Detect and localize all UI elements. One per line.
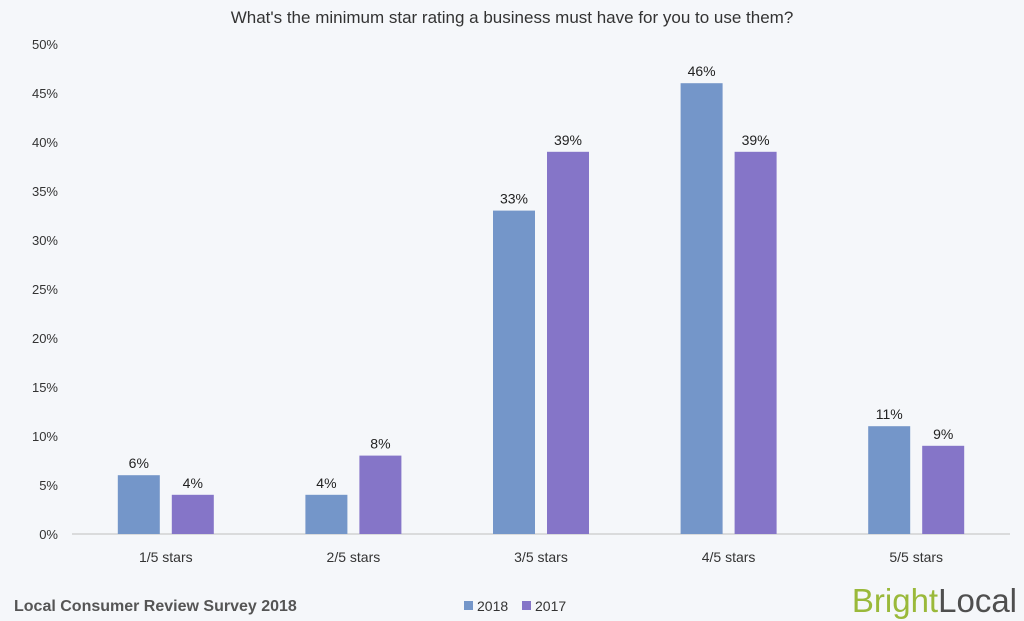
logo-bright: Bright <box>852 582 938 619</box>
legend-swatch-2018 <box>464 601 473 610</box>
logo-local: Local <box>938 582 1017 619</box>
bar-2018-3 <box>493 210 535 534</box>
y-tick-label: 5% <box>39 478 58 493</box>
x-category-label: 5/5 stars <box>889 549 943 565</box>
data-label-2018-2: 4% <box>316 475 336 491</box>
data-label-2017-3: 39% <box>554 132 582 148</box>
x-category-label: 1/5 stars <box>139 549 193 565</box>
data-label-2017-4: 39% <box>742 132 770 148</box>
y-tick-label: 40% <box>32 135 58 150</box>
survey-caption: Local Consumer Review Survey 2018 <box>14 598 297 615</box>
bar-2017-3 <box>547 151 589 535</box>
data-label-2018-5: 11% <box>876 406 903 422</box>
bar-2018-2 <box>305 494 348 534</box>
bar-2017-4 <box>734 151 777 535</box>
x-category-label: 3/5 stars <box>514 549 568 565</box>
svg-text:BrightLocal: BrightLocal <box>852 582 1017 619</box>
y-tick-label: 0% <box>39 527 58 542</box>
x-category-label: 4/5 stars <box>702 549 756 565</box>
y-tick-label: 15% <box>32 380 58 395</box>
x-category-label: 2/5 stars <box>327 549 381 565</box>
y-tick-label: 10% <box>32 429 58 444</box>
legend-swatch-2017 <box>522 601 531 610</box>
y-tick-label: 20% <box>32 331 58 346</box>
data-label-2018-1: 6% <box>129 455 149 471</box>
y-axis: 0% 5% 10% 15% 20% 25% 30% 35% 40% 45% 50% <box>32 37 58 542</box>
brightlocal-logo: BrightLocal <box>852 582 1017 619</box>
data-label-2018-4: 46% <box>688 63 716 79</box>
data-label-2018-3: 33% <box>500 191 528 207</box>
chart-title: What's the minimum star rating a busines… <box>231 8 794 27</box>
legend: 2018 2017 <box>464 598 566 614</box>
bars-group: 6% 4% 4% 8% 33% 39% 46% 39% 11% 9% <box>117 63 965 535</box>
legend-label-2017: 2017 <box>535 598 566 614</box>
data-label-2017-5: 9% <box>933 426 953 442</box>
y-tick-label: 50% <box>32 37 58 52</box>
y-tick-label: 45% <box>32 86 58 101</box>
bar-2018-4 <box>680 83 723 534</box>
data-label-2017-1: 4% <box>183 475 203 491</box>
y-tick-label: 25% <box>32 282 58 297</box>
bar-2018-5 <box>868 426 911 534</box>
category-labels: 1/5 stars 2/5 stars 3/5 stars 4/5 stars 5/5 … <box>139 549 943 565</box>
bar-2017-1 <box>171 494 214 534</box>
legend-label-2018: 2018 <box>477 598 508 614</box>
bar-2018-1 <box>117 475 160 534</box>
data-label-2017-2: 8% <box>370 436 390 452</box>
bar-2017-5 <box>922 445 965 534</box>
y-tick-label: 35% <box>32 184 58 199</box>
y-tick-label: 30% <box>32 233 58 248</box>
bar-2017-2 <box>359 455 402 534</box>
